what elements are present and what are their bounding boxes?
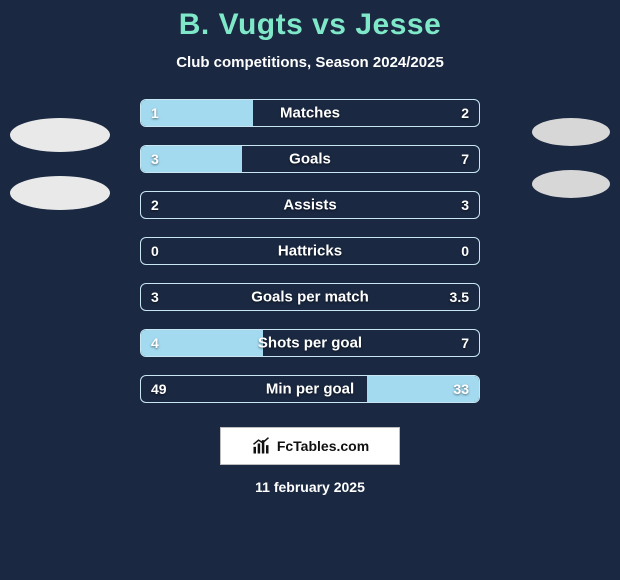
stat-value-left: 3 <box>151 151 159 167</box>
chart-icon <box>251 436 271 456</box>
stat-value-right: 0 <box>461 243 469 259</box>
stat-value-right: 33 <box>453 381 469 397</box>
stat-row: 47Shots per goal <box>140 329 480 357</box>
stat-row: 4933Min per goal <box>140 375 480 403</box>
avatar-placeholder <box>10 118 110 152</box>
stat-row: 12Matches <box>140 99 480 127</box>
stat-value-left: 1 <box>151 105 159 121</box>
stat-value-left: 3 <box>151 289 159 305</box>
stat-value-right: 3.5 <box>450 289 469 305</box>
stat-row: 3 3.5Goals per match <box>140 283 480 311</box>
player-left-avatars <box>10 118 110 210</box>
stat-value-right: 3 <box>461 197 469 213</box>
page-title: B. Vugts vs Jesse <box>0 0 620 42</box>
avatar-placeholder <box>10 176 110 210</box>
page-subtitle: Club competitions, Season 2024/2025 <box>0 54 620 71</box>
stat-label: Hattricks <box>141 243 479 260</box>
player-right-avatars <box>532 118 610 198</box>
stat-value-left: 49 <box>151 381 167 397</box>
stat-value-right: 7 <box>461 151 469 167</box>
brand-badge[interactable]: FcTables.com <box>220 427 400 465</box>
stat-value-left: 0 <box>151 243 159 259</box>
stat-row: 2 3Assists <box>140 191 480 219</box>
comparison-bars: 12Matches37Goals23Assists00Hattricks33.5… <box>140 99 480 403</box>
stat-value-left: 2 <box>151 197 159 213</box>
brand-text: FcTables.com <box>277 438 369 454</box>
stat-row: 0 0Hattricks <box>140 237 480 265</box>
stat-row: 37Goals <box>140 145 480 173</box>
stat-value-right: 2 <box>461 105 469 121</box>
avatar-placeholder <box>532 118 610 146</box>
stat-value-right: 7 <box>461 335 469 351</box>
stat-label: Assists <box>141 197 479 214</box>
bar-fill-left <box>141 330 263 356</box>
stat-label: Goals per match <box>141 289 479 306</box>
avatar-placeholder <box>532 170 610 198</box>
footer-date: 11 february 2025 <box>0 479 620 495</box>
stat-value-left: 4 <box>151 335 159 351</box>
